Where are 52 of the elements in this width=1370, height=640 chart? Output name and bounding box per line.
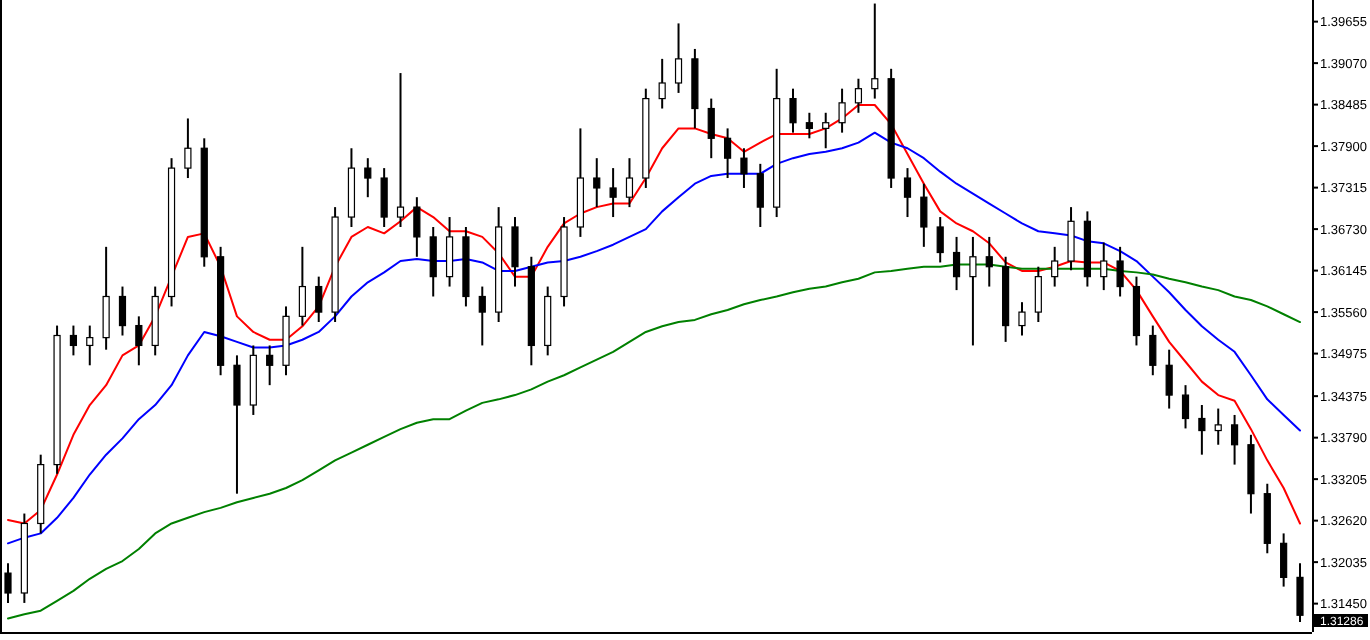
candlestick xyxy=(1116,245,1124,298)
candlestick xyxy=(315,275,323,324)
candlestick xyxy=(740,147,748,189)
candlestick xyxy=(266,344,274,387)
candlestick xyxy=(609,167,617,219)
candlestick xyxy=(1051,245,1059,288)
candlestick xyxy=(184,117,192,180)
candlestick xyxy=(674,22,683,94)
candlestick xyxy=(838,87,846,134)
candlestick xyxy=(233,354,241,495)
candlestick xyxy=(1067,206,1075,272)
candlestick xyxy=(985,235,993,288)
candlestick xyxy=(822,111,830,150)
candlestick xyxy=(1296,562,1304,624)
candlestick xyxy=(1018,301,1026,337)
candlestick xyxy=(413,196,421,258)
candlestick xyxy=(86,324,94,367)
candlestick xyxy=(298,245,306,327)
candlestick xyxy=(1181,384,1190,430)
candlestick xyxy=(1198,404,1206,456)
candlestick xyxy=(854,77,863,114)
candlestick xyxy=(511,216,519,288)
candlestick xyxy=(1280,532,1288,588)
candlestick xyxy=(102,245,110,351)
candlestick xyxy=(69,324,78,357)
candlestick xyxy=(593,157,601,209)
candlestick xyxy=(135,315,143,367)
candlestick xyxy=(952,235,961,292)
candlestick xyxy=(1100,241,1108,292)
candlestick xyxy=(723,127,732,180)
candlestick xyxy=(364,157,372,199)
candlestick xyxy=(707,97,715,160)
candlestick xyxy=(1034,265,1042,324)
candlestick xyxy=(1230,413,1239,466)
candlestick xyxy=(396,72,405,228)
candlestick xyxy=(478,285,486,347)
candlestick xyxy=(1165,348,1173,410)
candlestick xyxy=(429,225,437,298)
candlestick xyxy=(936,216,944,264)
candlestick xyxy=(658,57,666,110)
candlestick xyxy=(445,216,454,288)
candlestick xyxy=(1149,324,1157,377)
candlestick xyxy=(380,167,388,228)
candlestick xyxy=(805,111,813,140)
candlestick xyxy=(625,157,634,209)
candlestick xyxy=(969,235,977,347)
candlestick xyxy=(789,87,797,134)
candlestick xyxy=(920,182,928,248)
candlestick xyxy=(1214,407,1222,446)
candlestick xyxy=(756,162,764,228)
candlestick xyxy=(118,285,127,337)
candlestick xyxy=(903,167,912,219)
